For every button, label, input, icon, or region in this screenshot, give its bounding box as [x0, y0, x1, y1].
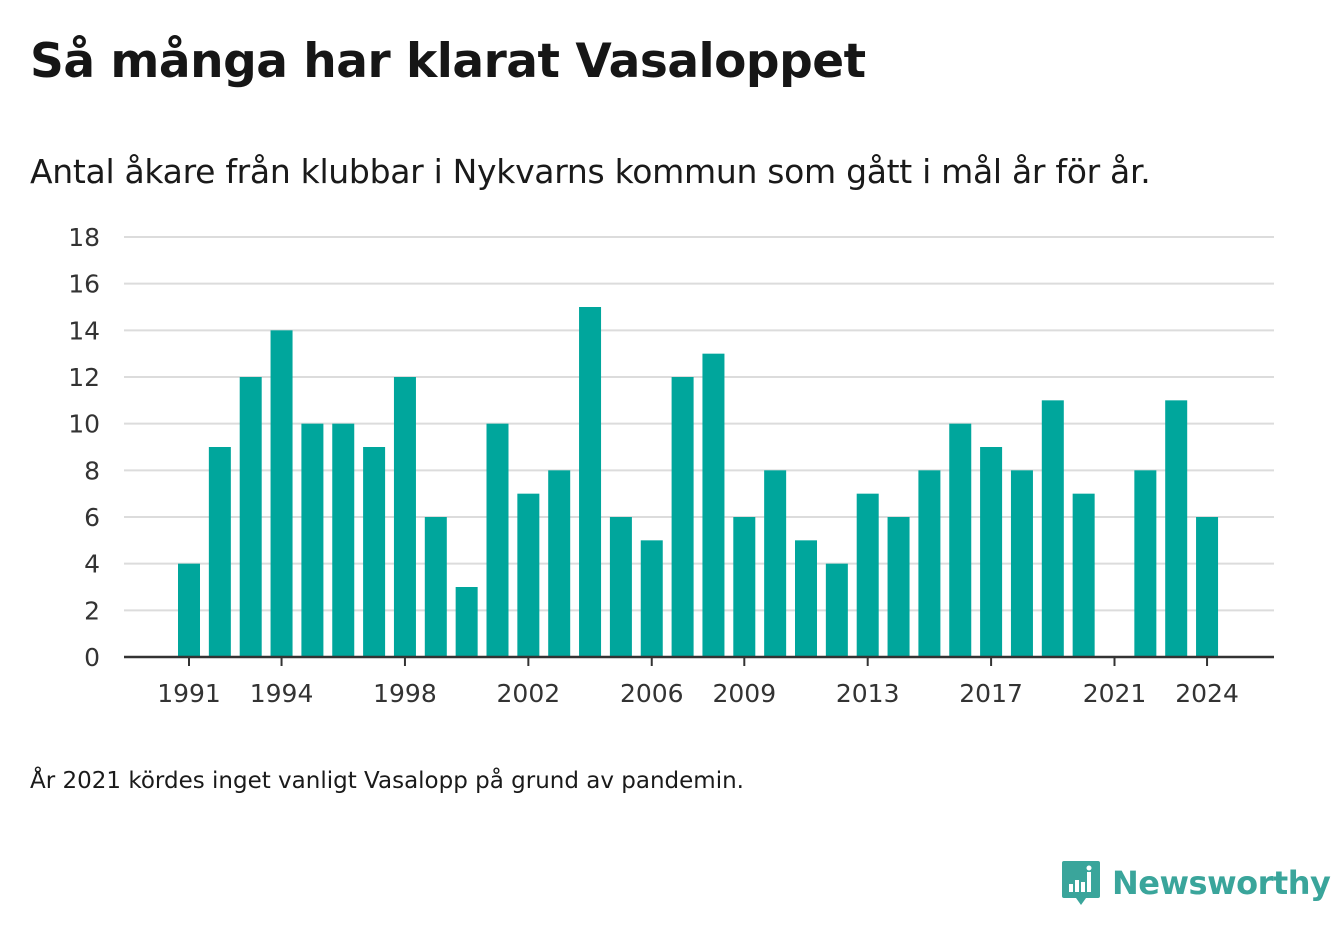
x-tick-label: 2009	[712, 679, 776, 708]
y-tick-label: 12	[68, 363, 100, 392]
y-tick-label: 14	[68, 316, 100, 345]
bar	[980, 447, 1003, 657]
y-tick-label: 6	[84, 503, 100, 532]
x-tick-label: 1994	[250, 679, 314, 708]
bar	[270, 330, 293, 657]
bar	[548, 470, 571, 657]
y-tick-label: 2	[84, 596, 100, 625]
brand-name: Newsworthy	[1112, 864, 1331, 902]
bar	[671, 377, 694, 657]
newsworthy-logo-icon	[1062, 861, 1100, 905]
bar	[301, 423, 324, 657]
bar	[1165, 400, 1188, 657]
y-tick-label: 16	[68, 270, 100, 299]
x-tick-label: 2006	[620, 679, 684, 708]
bar	[455, 587, 478, 657]
bar	[609, 517, 632, 657]
x-tick-label: 2002	[497, 679, 561, 708]
x-axis: 1991 1994 1998 2002 2006 2009 2013 2017 2021 2024	[124, 655, 1274, 708]
bar	[579, 307, 602, 657]
bars	[178, 307, 1219, 657]
y-axis-labels: 0 2 4 6 8 10 12 14 16 18	[68, 223, 100, 672]
bar	[1041, 400, 1064, 657]
bar	[1010, 470, 1033, 657]
bar	[733, 517, 756, 657]
bar	[1134, 470, 1157, 657]
bar	[795, 540, 817, 657]
bar	[208, 447, 231, 657]
x-tick-label: 2017	[959, 679, 1023, 708]
bar	[887, 517, 910, 657]
bar	[239, 377, 262, 657]
brand-logo: Newsworthy	[1060, 858, 1331, 908]
chart-title: Så många har klarat Vasaloppet	[30, 34, 866, 89]
bar	[856, 493, 879, 657]
bar	[363, 447, 386, 657]
bar-chart: 0 2 4 6 8 10 12 14 16 18 1991 1994 1998 2002 2006 2009…	[68, 223, 1274, 708]
bar	[486, 423, 509, 657]
bar	[178, 563, 200, 657]
bar	[825, 563, 848, 657]
bar	[702, 353, 725, 657]
y-tick-label: 0	[84, 643, 100, 672]
bar	[640, 540, 663, 657]
bar	[517, 493, 540, 657]
chart-subtitle: Antal åkare från klubbar i Nykvarns komm…	[30, 152, 1151, 191]
bar	[918, 470, 941, 657]
gridlines	[124, 236, 1274, 612]
bar	[949, 423, 972, 657]
bar	[332, 423, 355, 657]
x-tick-label: 2024	[1175, 679, 1239, 708]
footnote: År 2021 kördes inget vanligt Vasalopp på…	[30, 768, 744, 794]
x-tick-label: 2021	[1083, 679, 1147, 708]
bar	[1072, 493, 1095, 657]
bar	[424, 517, 447, 657]
y-tick-label: 10	[68, 410, 100, 439]
x-tick-label: 2013	[836, 679, 900, 708]
bar	[1196, 517, 1219, 657]
y-tick-label: 8	[84, 456, 100, 485]
bar	[393, 377, 416, 657]
x-tick-label: 1998	[373, 679, 437, 708]
y-tick-label: 18	[68, 223, 100, 252]
y-tick-label: 4	[84, 550, 100, 579]
x-tick-label: 1991	[157, 679, 221, 708]
bar	[764, 470, 787, 657]
